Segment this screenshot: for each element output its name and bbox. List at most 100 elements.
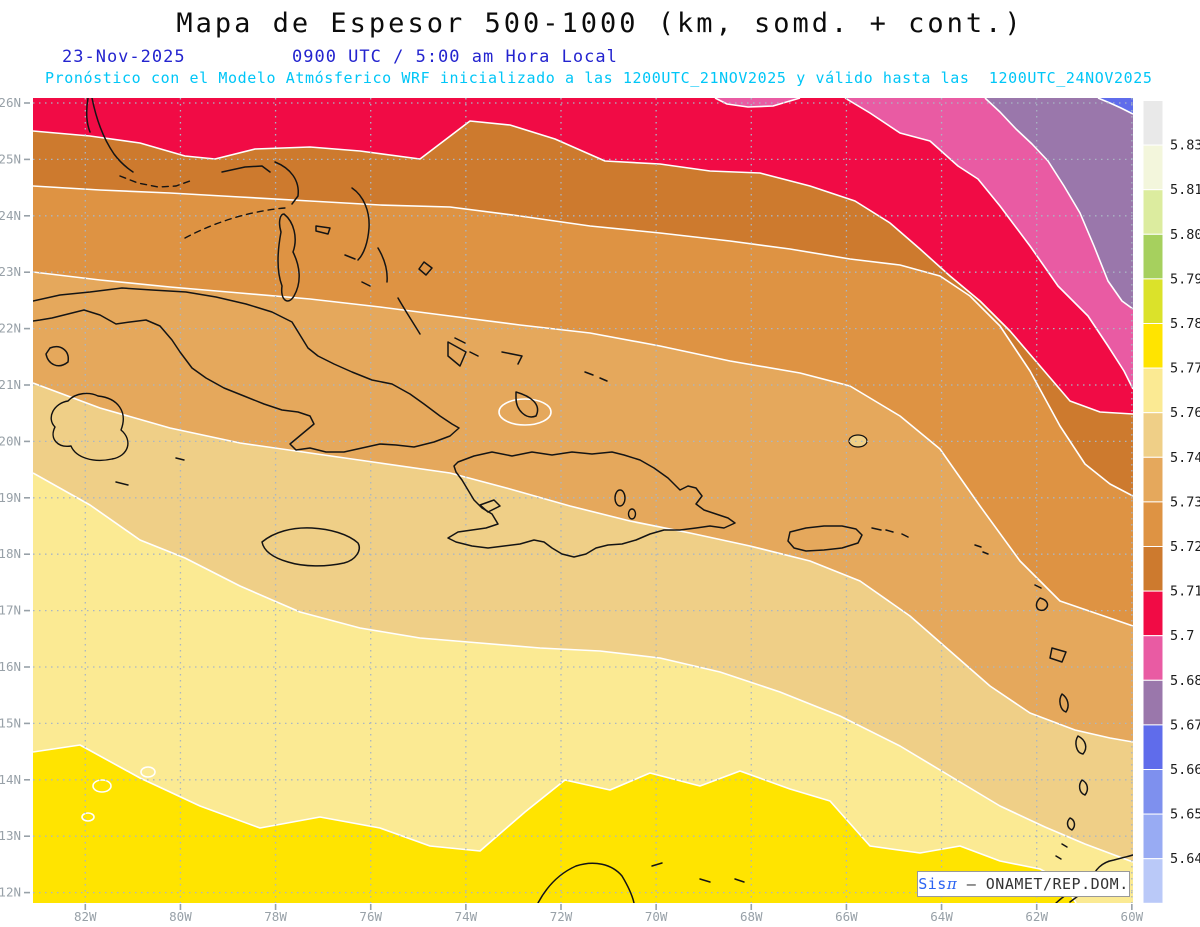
colorbar-tick-5.652: 5.652 [1170, 807, 1200, 823]
coast-cat-island [377, 247, 388, 283]
colorbar-cell-14 [1142, 724, 1164, 771]
colorbar-cell-5 [1142, 323, 1164, 369]
coast-grenadines [1055, 843, 1068, 860]
lon-label-64W: 64W [930, 909, 953, 924]
lat-label-24N: 24N [0, 208, 21, 223]
lon-label-72W: 72W [550, 909, 573, 924]
colorbar-tick-5.7: 5.7 [1170, 628, 1194, 644]
coast-new-providence [315, 225, 331, 235]
colorbar-cell-12 [1142, 635, 1164, 681]
attribution-box: Sis π – ONAMET/REP.DOM. [917, 871, 1130, 897]
coast-st-lucia [1078, 779, 1089, 796]
coast-guadeloupe [1049, 647, 1067, 663]
coast-grand-bahama [221, 165, 271, 173]
colorbar-tick-5.748: 5.748 [1170, 450, 1200, 466]
map-area [33, 98, 1133, 903]
isoband-5664-5676 [1098, 98, 1133, 114]
contour-ring-small [848, 434, 868, 448]
contour-ring-hispaniola [614, 489, 626, 507]
colorbar-tick-5.688: 5.688 [1170, 673, 1200, 689]
attribution-org: – ONAMET/REP.DOM. [957, 875, 1129, 893]
lat-label-19N: 19N [0, 490, 21, 505]
lat-label-12N: 12N [0, 885, 21, 900]
lon-label-62W: 62W [1025, 909, 1048, 924]
lat-label-16N: 16N [0, 659, 21, 674]
coast-puerto-rico [787, 525, 863, 552]
lon-label-78W: 78W [264, 909, 287, 924]
colorbar-cell-11 [1142, 590, 1164, 637]
coast-inagua [515, 391, 539, 418]
colorbar-tick-5.819: 5.819 [1170, 182, 1200, 198]
thickness-contours [50, 392, 637, 520]
iso-lines [33, 98, 1133, 903]
colorbar-tick-5.736: 5.736 [1170, 494, 1200, 510]
attribution-brand: Sis [918, 875, 947, 893]
coast-abaco [274, 161, 299, 205]
colorbar-tick-5.676: 5.676 [1170, 717, 1200, 733]
lat-label-13N: 13N [0, 828, 21, 843]
graticule [33, 98, 1133, 903]
valid-date: 23-Nov-2025 [62, 47, 186, 67]
coast-leeward-islands [974, 544, 1049, 612]
pi-icon: π [946, 875, 958, 893]
coast-hispaniola [447, 451, 736, 558]
colorbar [1142, 100, 1164, 904]
coast-exuma-specks [344, 254, 479, 357]
colorbar-tick-5.664: 5.664 [1170, 762, 1200, 778]
colorbar-tick-5.76: 5.76 [1170, 405, 1200, 421]
forecast-init-line: Pronóstico con el Modelo Atmósferico WRF… [45, 69, 1153, 87]
coast-eleuthera [351, 187, 370, 261]
page-title: Mapa de Espesor 500-1000 (km, somd. + co… [176, 8, 1024, 39]
lat-label-18N: 18N [0, 546, 21, 561]
coast-florida-keys [119, 175, 191, 188]
coast-caymans [115, 457, 185, 486]
lon-label-68W: 68W [740, 909, 763, 924]
coast-florida [85, 98, 134, 173]
colorbar-labels: 5.831 5.819 5.807 5.795 5.783 5.772 5.76 5.748 5… [1170, 138, 1200, 868]
colorbar-cell-16 [1142, 813, 1164, 860]
colorbar-cell-17 [1142, 858, 1164, 904]
coast-crooked [447, 341, 467, 367]
coast-st-vincent [1066, 817, 1076, 831]
colorbar-cell-13 [1142, 679, 1164, 726]
lon-label-74W: 74W [455, 909, 478, 924]
coast-virgin-islands [871, 527, 909, 538]
colorbar-tick-5.783: 5.783 [1170, 316, 1200, 332]
lat-label-14N: 14N [0, 772, 21, 787]
colorbar-tick-5.831: 5.831 [1170, 138, 1200, 154]
coast-jamaica [261, 527, 360, 567]
coast-abc-islands [651, 862, 745, 883]
longitude-axis: 82W 80W 78W 76W 74W 72W 70W 68W 66W 64W 62W 60W [74, 904, 1144, 924]
valid-time: 0900 UTC / 5:00 am Hora Local [292, 47, 618, 67]
lat-label-25N: 25N [0, 151, 21, 166]
colorbar-tick-5.712: 5.712 [1170, 584, 1200, 600]
lon-label-70W: 70W [645, 909, 668, 924]
lon-label-80W: 80W [169, 909, 192, 924]
lon-label-66W: 66W [835, 909, 858, 924]
colorbar-cell-3 [1142, 233, 1164, 280]
coast-bahama-bank [184, 207, 286, 239]
colorbar-cell-0 [1142, 100, 1164, 146]
lat-label-23N: 23N [0, 264, 21, 279]
contour-ring-hispaniola-2 [627, 508, 637, 520]
lat-label-20N: 20N [0, 433, 21, 448]
colorbar-tick-5.795: 5.795 [1170, 271, 1200, 287]
lat-label-17N: 17N [0, 603, 21, 618]
coast-long-island [397, 297, 421, 335]
coast-mayaguana [501, 351, 523, 365]
coast-dominica [1059, 693, 1069, 713]
isoband-hole [81, 812, 95, 822]
colorbar-cell-9 [1142, 501, 1164, 547]
colorbar-tick-5.807: 5.807 [1170, 227, 1200, 243]
coast-martinique [1075, 735, 1087, 755]
colorbar-cell-6 [1142, 367, 1164, 414]
colorbar-cell-8 [1142, 456, 1164, 503]
isoband-patch-tan [498, 398, 552, 426]
isoband-hole [140, 766, 156, 778]
lat-label-21N: 21N [0, 377, 21, 392]
colorbar-tick-5.772: 5.772 [1170, 361, 1200, 377]
lat-label-15N: 15N [0, 715, 21, 730]
lat-label-26N: 26N [0, 95, 21, 110]
isoband-5676-5688 [985, 98, 1133, 309]
